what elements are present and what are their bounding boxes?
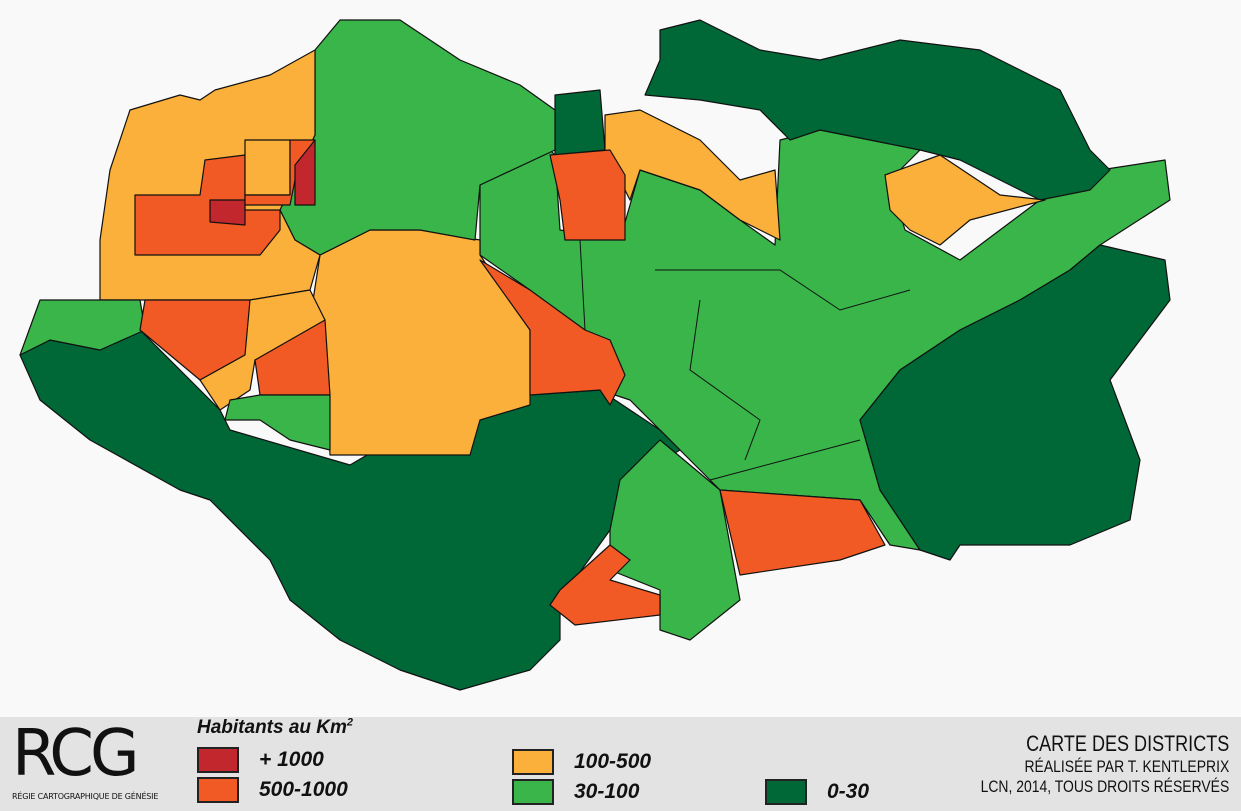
legend-item: + 1000 (197, 747, 324, 773)
district-border (689, 299, 761, 461)
legend-item: 30-100 (512, 779, 639, 805)
legend-title-sup: 2 (346, 716, 354, 729)
legend-bar: RCG RÉGIE CARTOGRAPHIQUE DE GÉNÉSIE Habi… (0, 717, 1241, 811)
legend-title: Habitants au Km2 (197, 717, 353, 739)
legend-label: 100-500 (574, 750, 652, 773)
legend-item: 0-30 (765, 779, 869, 805)
legend-swatch (512, 749, 554, 775)
legend-item: 100-500 (512, 749, 651, 775)
district[interactable] (554, 89, 606, 156)
legend-label: 0-30 (827, 780, 870, 803)
district[interactable] (294, 139, 316, 206)
district[interactable] (719, 489, 886, 576)
district[interactable] (254, 319, 331, 396)
district-border (655, 269, 911, 311)
logo: RCG RÉGIE CARTOGRAPHIQUE DE GÉNÉSIE (12, 717, 158, 801)
map-rights: LCN, 2014, TOUS DROITS RÉSERVÉS (980, 777, 1229, 796)
legend-label: 30-100 (574, 780, 640, 803)
district[interactable] (549, 149, 626, 241)
map-title: CARTE DES DISTRICTS (1025, 731, 1229, 756)
district-border (709, 439, 861, 481)
credits: CARTE DES DISTRICTS RÉALISÉE PAR T. KENT… (980, 731, 1229, 797)
district[interactable] (244, 139, 291, 196)
district[interactable] (884, 154, 1046, 246)
legend-swatch (197, 747, 239, 773)
district-map (19, 19, 1171, 691)
district[interactable] (134, 154, 281, 256)
legend-swatch (197, 777, 239, 803)
district[interactable] (224, 394, 331, 451)
logo-subtitle: RÉGIE CARTOGRAPHIQUE DE GÉNÉSIE (12, 792, 159, 801)
legend-item: 500-1000 (197, 777, 348, 803)
legend-title-text: Habitants au Km (197, 717, 347, 738)
legend-swatch (512, 779, 554, 805)
district[interactable] (644, 19, 1111, 201)
district[interactable] (859, 244, 1171, 561)
district[interactable] (479, 259, 626, 406)
district[interactable] (209, 199, 246, 226)
district-border (579, 239, 586, 331)
legend-label: + 1000 (259, 748, 324, 771)
district[interactable] (549, 544, 661, 626)
legend-label: 500-1000 (259, 778, 348, 801)
map-author: RÉALISÉE PAR T. KENTLEPRIX (1024, 757, 1229, 776)
logo-text: RCG (12, 717, 140, 791)
legend-swatch (765, 779, 807, 805)
district[interactable] (199, 289, 326, 411)
